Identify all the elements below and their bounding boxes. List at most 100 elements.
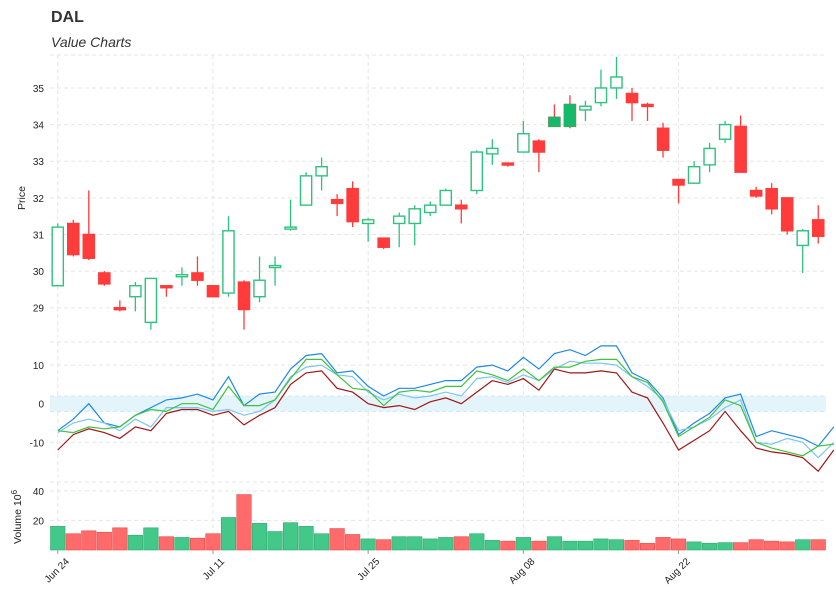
volume-bar xyxy=(562,540,578,551)
value-series-green xyxy=(57,358,834,457)
x-tick-label: Aug 22 xyxy=(662,556,692,586)
price-axis-label: Price xyxy=(16,186,28,210)
chart-title: DAL xyxy=(51,9,84,26)
candle-body xyxy=(486,147,499,155)
volume-bar xyxy=(593,538,609,551)
volume-bar xyxy=(639,543,656,551)
candle-body xyxy=(718,123,732,140)
candle-body xyxy=(811,219,825,237)
candle-body xyxy=(113,307,127,311)
volume-bar xyxy=(779,541,795,551)
candle-body xyxy=(392,215,406,225)
axis-layer: 29 30 31 32 33 34 35 10 0 -10 20 40 Jun 24 Jul 11 Jul … xyxy=(30,84,693,587)
volume-tick-label: 40 xyxy=(33,487,45,498)
price-tick-label: 35 xyxy=(33,84,45,95)
volume-bar xyxy=(748,539,764,551)
candle-body xyxy=(144,277,158,324)
volume-bar xyxy=(329,528,345,551)
value-panel xyxy=(57,345,835,473)
candle-body xyxy=(532,140,546,153)
candle-body xyxy=(765,187,778,210)
candle-body xyxy=(191,272,204,281)
volume-bar xyxy=(267,531,283,551)
candle-body xyxy=(672,178,685,186)
candle-body xyxy=(579,105,592,111)
volume-bar xyxy=(624,540,640,551)
volume-bar xyxy=(795,539,811,551)
candle-body xyxy=(98,272,111,285)
price-tick-label: 34 xyxy=(33,121,45,132)
candle-body xyxy=(734,125,747,173)
volume-bar xyxy=(422,538,438,551)
volume-bar xyxy=(764,540,780,551)
volume-bar xyxy=(733,542,749,551)
candle-body xyxy=(315,166,328,177)
volume-bar xyxy=(96,531,112,551)
price-tick-label: 32 xyxy=(33,194,45,205)
x-tick-label: Aug 08 xyxy=(507,556,537,586)
candle-body xyxy=(517,133,530,153)
volume-bar xyxy=(174,537,190,551)
volume-bar xyxy=(112,527,128,551)
volume-bar xyxy=(810,539,826,551)
volume-bar xyxy=(298,526,314,551)
candle-body xyxy=(66,222,80,256)
price-panel xyxy=(51,56,825,330)
candle-body xyxy=(656,127,670,151)
candle-body xyxy=(796,230,810,247)
value-tick-label: 0 xyxy=(38,400,44,411)
x-tick-label: Jul 11 xyxy=(201,556,227,582)
value-tick-label: -10 xyxy=(30,438,45,449)
candle-body xyxy=(454,204,468,210)
value-series-light xyxy=(57,360,835,459)
candle-body xyxy=(129,285,142,298)
grid-layer xyxy=(50,54,826,550)
candle-body-solid xyxy=(548,116,561,127)
volume-bar xyxy=(608,539,625,551)
volume-bar xyxy=(717,542,733,551)
candle-body xyxy=(206,285,220,298)
candle-body xyxy=(82,233,96,259)
chart-subtitle: Value Charts xyxy=(51,34,131,50)
volume-bar xyxy=(345,534,361,551)
volume-bar xyxy=(686,541,702,551)
candle-body xyxy=(470,151,484,192)
volume-tick-label: 20 xyxy=(33,516,45,527)
volume-bar xyxy=(360,538,376,551)
candle-body-solid xyxy=(563,103,577,127)
candle-body xyxy=(625,92,639,104)
candle-body xyxy=(160,285,173,289)
volume-bar xyxy=(50,526,66,551)
volume-bar xyxy=(127,534,143,551)
candle-body xyxy=(299,175,313,206)
candle-body xyxy=(610,76,623,89)
candle-body xyxy=(423,204,437,214)
candle-body xyxy=(749,189,763,197)
volume-bar xyxy=(500,540,516,551)
volume-panel xyxy=(50,494,826,551)
volume-bar xyxy=(251,523,268,551)
candle-body xyxy=(501,162,515,166)
candle-body xyxy=(222,230,235,294)
candle-body xyxy=(237,281,251,311)
price-tick-label: 33 xyxy=(33,157,45,168)
candle-body xyxy=(641,103,654,108)
volume-bar xyxy=(158,536,174,551)
volume-bar xyxy=(453,536,469,551)
volume-bar xyxy=(205,533,221,551)
volume-bar xyxy=(515,537,531,551)
volume-bar xyxy=(546,536,562,551)
candle-body xyxy=(377,237,390,248)
volume-bar xyxy=(469,533,485,551)
price-tick-label: 30 xyxy=(33,267,45,278)
value-band-layer xyxy=(50,395,826,412)
volume-bar xyxy=(189,537,205,551)
candle-body xyxy=(284,226,297,230)
candle-body xyxy=(253,279,266,298)
x-tick-label: Jun 24 xyxy=(43,556,72,585)
candle-body xyxy=(51,226,65,287)
price-tick-label: 29 xyxy=(33,304,45,315)
volume-axis-label: Volume 106 xyxy=(10,489,24,544)
volume-bar xyxy=(438,537,454,551)
